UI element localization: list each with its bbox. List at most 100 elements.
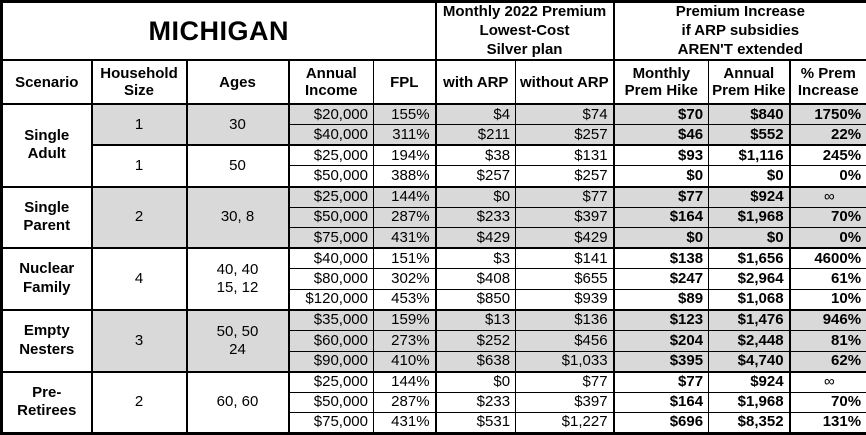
fpl-cell: 273% xyxy=(372,330,437,352)
annual-income-cell: $25,000 xyxy=(287,144,374,167)
with-arp-cell: $233 xyxy=(434,206,517,229)
annual-hike-cell: $924 xyxy=(708,185,791,208)
monthly-hike-cell: $164 xyxy=(612,206,710,229)
annual-hike-cell: $1,116 xyxy=(708,144,791,167)
header-row-top: MICHIGAN Monthly 2022 Premium Lowest-Cos… xyxy=(0,1,866,61)
header-row-columns: Scenario Household Size Ages Annual Inco… xyxy=(1,59,866,106)
monthly-hike-cell: $204 xyxy=(612,330,710,352)
monthly-hike-cell: $247 xyxy=(612,268,710,290)
household-size-cell: 1 xyxy=(90,103,187,146)
pct-increase-cell: ∞ xyxy=(788,370,866,393)
household-size-cell: 4 xyxy=(90,247,187,311)
annual-hike-cell: $1,068 xyxy=(708,288,791,311)
table-row: $60,000 273% $252 $456 $204 $2,448 81% xyxy=(2,330,866,352)
monthly-hike-cell: $0 xyxy=(612,165,710,188)
annual-hike-cell: $1,968 xyxy=(708,206,791,229)
fpl-cell: 151% xyxy=(372,247,437,270)
col-header-annual-prem-hike: Annual Prem Hike xyxy=(708,59,791,106)
col-header-pct-prem-increase: % Prem Increase xyxy=(788,59,866,106)
fpl-cell: 302% xyxy=(372,268,437,290)
annual-income-cell: $75,000 xyxy=(287,412,374,434)
scenario-cell: Nuclear Family xyxy=(1,247,92,311)
annual-income-cell: $80,000 xyxy=(287,268,374,290)
annual-income-cell: $40,000 xyxy=(287,247,374,270)
scenario-cell: Single Adult xyxy=(1,103,92,188)
table-row: $75,000 431% $429 $429 $0 $0 0% xyxy=(2,227,866,249)
annual-hike-cell: $1,656 xyxy=(708,247,791,270)
table-row: $90,000 410% $638 $1,033 $395 $4,740 62% xyxy=(2,350,866,373)
without-arp-cell: $655 xyxy=(515,268,615,290)
annual-hike-cell: $2,448 xyxy=(708,330,791,352)
scenario-cell: Single Parent xyxy=(1,185,92,249)
pct-increase-cell: ∞ xyxy=(788,185,866,208)
table-row: $80,000 302% $408 $655 $247 $2,964 61% xyxy=(2,268,866,290)
without-arp-cell: $1,033 xyxy=(515,350,615,373)
annual-hike-cell: $8,352 xyxy=(708,412,791,434)
annual-income-cell: $50,000 xyxy=(287,206,374,229)
monthly-hike-cell: $138 xyxy=(612,247,710,270)
annual-income-cell: $60,000 xyxy=(287,330,374,352)
monthly-hike-cell: $46 xyxy=(612,124,710,146)
scenario-cell: Pre- Retirees xyxy=(1,370,92,434)
table-row: $40,000 311% $211 $257 $46 $552 22% xyxy=(2,124,866,146)
annual-income-cell: $25,000 xyxy=(287,185,374,208)
fpl-cell: 155% xyxy=(372,103,437,126)
fpl-cell: 311% xyxy=(372,124,437,146)
without-arp-cell: $257 xyxy=(515,124,615,146)
col-header-annual-income: Annual Income xyxy=(287,59,374,106)
fpl-cell: 287% xyxy=(372,206,437,229)
annual-hike-cell: $2,964 xyxy=(708,268,791,290)
without-arp-cell: $257 xyxy=(515,165,615,188)
pct-increase-cell: 131% xyxy=(788,412,866,434)
with-arp-cell: $4 xyxy=(434,103,517,126)
fpl-cell: 410% xyxy=(372,350,437,373)
col-header-monthly-prem-hike: Monthly Prem Hike xyxy=(612,59,710,106)
with-arp-cell: $233 xyxy=(434,391,517,414)
without-arp-cell: $77 xyxy=(515,370,615,393)
with-arp-cell: $13 xyxy=(434,309,517,332)
table-title: MICHIGAN xyxy=(0,1,437,61)
ages-cell: 50, 50 24 xyxy=(185,309,289,373)
table-body: Single Adult 1 30 $20,000 155% $4 $74 $70 $840 17… xyxy=(1,103,866,434)
without-arp-cell: $939 xyxy=(515,288,615,311)
monthly-hike-cell: $70 xyxy=(612,103,710,126)
monthly-hike-cell: $89 xyxy=(612,288,710,311)
with-arp-cell: $0 xyxy=(434,185,517,208)
household-size-cell: 2 xyxy=(90,185,187,249)
annual-hike-cell: $4,740 xyxy=(708,350,791,373)
table-row: Nuclear Family 4 40, 40 15, 12 $40,000 151% $… xyxy=(1,247,866,311)
table-row: Single Parent 2 30, 8 $25,000 144% $0 $77 $77 $9… xyxy=(1,185,866,249)
pct-increase-cell: 1750% xyxy=(788,103,866,126)
with-arp-cell: $257 xyxy=(434,165,517,188)
annual-income-cell: $90,000 xyxy=(287,350,374,373)
pct-increase-cell: 0% xyxy=(788,227,866,249)
col-header-without-arp: without ARP xyxy=(515,59,615,106)
table-row: $50,000 388% $257 $257 $0 $0 0% xyxy=(2,165,866,188)
annual-income-cell: $120,000 xyxy=(287,288,374,311)
monthly-hike-cell: $395 xyxy=(612,350,710,373)
with-arp-cell: $531 xyxy=(434,412,517,434)
annual-hike-cell: $840 xyxy=(708,103,791,126)
annual-income-cell: $50,000 xyxy=(287,391,374,414)
table-row: Pre- Retirees 2 60, 60 $25,000 144% $0 $77 $77 $… xyxy=(1,370,866,434)
without-arp-cell: $74 xyxy=(515,103,615,126)
fpl-cell: 453% xyxy=(372,288,437,311)
pct-increase-cell: 81% xyxy=(788,330,866,352)
monthly-hike-cell: $77 xyxy=(612,370,710,393)
annual-income-cell: $20,000 xyxy=(287,103,374,126)
monthly-hike-cell: $696 xyxy=(612,412,710,434)
table-row: $75,000 431% $531 $1,227 $696 $8,352 131% xyxy=(2,412,866,434)
col-header-with-arp: with ARP xyxy=(434,59,517,106)
fpl-cell: 144% xyxy=(372,370,437,393)
without-arp-cell: $131 xyxy=(515,144,615,167)
with-arp-cell: $3 xyxy=(434,247,517,270)
annual-income-cell: $75,000 xyxy=(287,227,374,249)
ages-cell: 50 xyxy=(185,144,289,188)
table-row: 1 50 $25,000 194% $38 $131 $93 $1,116 245% xyxy=(2,144,866,188)
household-size-cell: 1 xyxy=(90,144,187,188)
pct-increase-cell: 0% xyxy=(788,165,866,188)
monthly-hike-cell: $77 xyxy=(612,185,710,208)
pct-increase-cell: 4600% xyxy=(788,247,866,270)
fpl-cell: 194% xyxy=(372,144,437,167)
